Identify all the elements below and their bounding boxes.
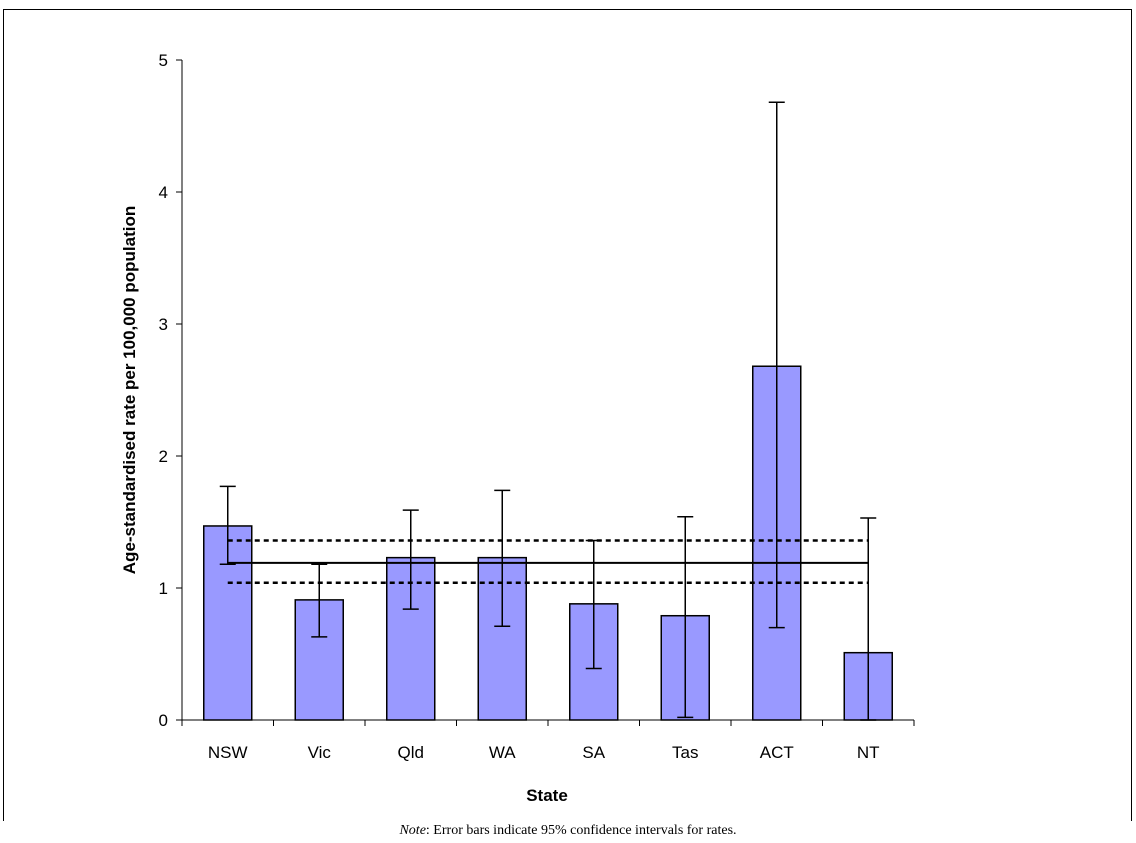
footnote-label: Note [399,823,426,838]
axes-group: 0 1 2 3 4 5 NSW Vic Qld WA SA Tas ACT NT [159,51,915,762]
reference-lines-group [227,539,869,584]
x-tick-label-act: ACT [760,743,794,762]
x-tick-label-tas: Tas [672,743,698,762]
error-bars-group [219,101,877,721]
x-tick-label-nsw: NSW [208,743,248,762]
bars-group [203,365,893,721]
y-tick-label-3: 3 [159,315,168,334]
y-tick-label-5: 5 [159,51,168,70]
footnote-text: : Error bars indicate 95% confidence int… [425,823,737,838]
chart-frame [3,9,1132,821]
y-tick-label-4: 4 [159,183,168,202]
y-tick-label-2: 2 [159,447,168,466]
x-axis-title: State [526,786,568,805]
x-tick-label-qld: Qld [398,743,424,762]
footnote: Note: Error bars indicate 95% confidence… [0,823,1136,839]
x-tick-label-sa: SA [582,743,605,762]
x-tick-label-wa: WA [489,743,516,762]
y-axis-title: Age-standardised rate per 100,000 popula… [120,206,139,574]
x-tick-label-nt: NT [857,743,880,762]
y-tick-label-1: 1 [159,579,168,598]
y-tick-label-0: 0 [159,711,168,730]
x-tick-label-vic: Vic [308,743,332,762]
